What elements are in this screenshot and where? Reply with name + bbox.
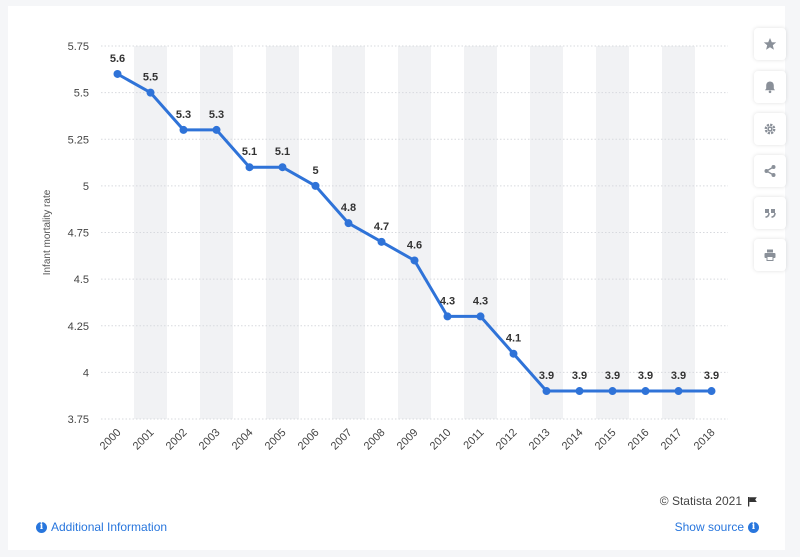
x-tick-label: 2000 [98, 427, 124, 453]
data-point [278, 163, 287, 172]
data-point [344, 219, 353, 228]
show-source-label: Show source [674, 520, 744, 534]
cite-button[interactable] [754, 197, 786, 229]
x-tick-label: 2008 [362, 427, 388, 453]
copyright-credit: © Statista 2021 [660, 494, 758, 508]
data-point [113, 69, 122, 78]
y-tick-label: 4.25 [68, 321, 89, 333]
x-tick-label: 2016 [626, 427, 652, 453]
y-axis-label: Infant mortality rate [42, 189, 53, 275]
notification-button[interactable] [754, 71, 786, 103]
show-source-link[interactable]: Show source i [675, 520, 759, 534]
data-point [575, 387, 584, 396]
x-tick-label: 2014 [560, 427, 586, 453]
data-point [311, 181, 320, 190]
data-point [146, 88, 155, 97]
data-label: 4.3 [473, 295, 488, 307]
flag-icon[interactable] [747, 496, 758, 507]
x-tick-label: 2013 [527, 427, 553, 453]
data-point [476, 312, 485, 321]
column-band [332, 46, 365, 419]
x-tick-label: 2010 [428, 427, 454, 453]
data-label: 3.9 [539, 370, 554, 382]
data-label: 4.3 [440, 295, 455, 307]
data-label: 3.9 [638, 370, 653, 382]
x-tick-label: 2015 [593, 427, 619, 453]
y-tick-label: 4.5 [74, 274, 89, 286]
x-tick-label: 2002 [164, 427, 190, 453]
data-point [608, 387, 617, 396]
gear-icon [764, 123, 776, 135]
x-tick-label: 2007 [329, 427, 355, 453]
data-point [377, 237, 386, 246]
data-label: 5.1 [275, 146, 290, 158]
data-point [443, 312, 452, 321]
data-point [674, 387, 683, 396]
data-point [410, 256, 419, 265]
x-tick-label: 2004 [230, 427, 256, 453]
data-label: 5.6 [110, 53, 125, 65]
x-tick-label: 2011 [461, 427, 486, 452]
data-point [212, 125, 221, 134]
star-icon [763, 38, 777, 50]
data-label: 3.9 [704, 370, 719, 382]
data-point [509, 349, 518, 358]
x-tick-label: 2003 [197, 427, 223, 453]
data-label: 4.8 [341, 202, 356, 214]
y-tick-label: 5.5 [74, 88, 89, 100]
x-tick-label: 2006 [296, 427, 322, 453]
data-label: 5.1 [242, 146, 257, 158]
quote-icon [765, 209, 776, 218]
data-label: 3.9 [605, 370, 620, 382]
y-tick-label: 5 [83, 181, 89, 193]
print-button[interactable] [754, 239, 786, 271]
favorite-button[interactable] [754, 28, 786, 60]
x-tick-label: 2017 [659, 427, 685, 453]
data-point [245, 163, 254, 172]
data-point [179, 125, 188, 134]
y-tick-label: 3.75 [68, 414, 89, 426]
x-tick-label: 2001 [131, 427, 157, 453]
x-tick-label: 2009 [395, 427, 421, 453]
credit-text: © Statista 2021 [659, 494, 742, 508]
print-icon [764, 249, 776, 261]
bell-icon [765, 81, 775, 94]
data-label: 3.9 [572, 370, 587, 382]
settings-button[interactable] [754, 113, 786, 145]
data-label: 5.3 [209, 109, 224, 121]
y-tick-label: 5.75 [68, 41, 89, 53]
x-tick-label: 2005 [263, 427, 289, 453]
data-label: 5 [312, 165, 318, 177]
additional-information-link[interactable]: i Additional Information [36, 520, 167, 534]
share-icon [764, 165, 776, 177]
data-point [641, 387, 650, 396]
x-tick-label: 2012 [494, 427, 520, 453]
y-tick-label: 4.75 [68, 228, 89, 240]
y-tick-label: 5.25 [68, 134, 89, 146]
data-label: 3.9 [671, 370, 686, 382]
x-tick-label: 2018 [692, 427, 718, 453]
data-point [707, 387, 716, 396]
data-point [542, 387, 551, 396]
data-label: 4.6 [407, 239, 422, 251]
y-tick-label: 4 [83, 367, 89, 379]
additional-information-label: Additional Information [51, 520, 168, 534]
data-label: 5.5 [143, 72, 158, 84]
info-icon: i [748, 521, 759, 533]
data-label: 4.7 [374, 221, 389, 233]
data-label: 5.3 [176, 109, 191, 121]
info-icon: i [36, 521, 47, 533]
data-label: 4.1 [506, 333, 521, 345]
share-button[interactable] [754, 155, 786, 187]
chart-card: 3.75 4 4.25 4.5 4.75 5 5.25 5.5 5.75 Infant morta… [8, 6, 786, 550]
